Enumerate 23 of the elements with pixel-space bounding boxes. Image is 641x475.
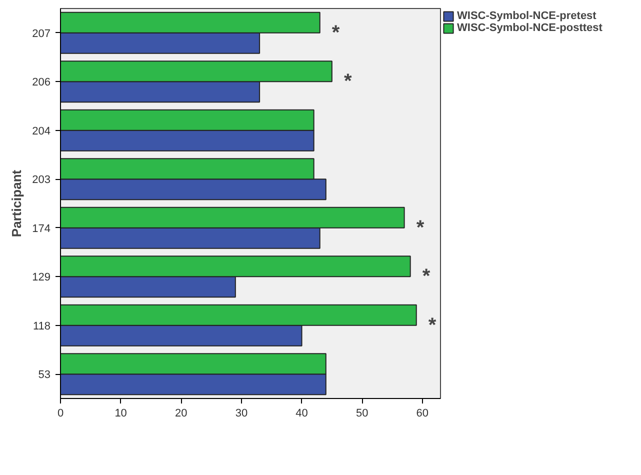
x-tick-label: 0 [57,408,64,420]
x-tick-label: 50 [356,408,368,420]
legend-label: WISC-Symbol-NCE-posttest [457,22,602,34]
y-tick-label: 118 [32,320,51,332]
annotation: * [416,216,424,239]
annotation: * [332,22,340,44]
annotation: * [344,70,352,93]
y-tick-label: 206 [32,76,51,89]
y-tick-label: 204 [32,125,51,138]
y-tick-label: 207 [32,28,51,40]
y-axis-title: Participant [9,169,24,238]
x-tick-label: 30 [235,408,248,420]
x-tick-label: 40 [296,408,308,420]
x-tick-label: 10 [114,408,127,420]
x-tick-label: 60 [416,408,429,420]
legend-label: WISC-Symbol-NCE-pretest [457,10,596,22]
y-tick-label: 53 [38,369,51,382]
y-tick-label: 174 [32,222,51,235]
annotation: * [428,314,436,336]
y-tick-label: 203 [32,174,51,186]
x-tick-label: 20 [175,408,188,420]
y-tick-label: 129 [32,272,51,284]
annotation: * [422,266,430,288]
